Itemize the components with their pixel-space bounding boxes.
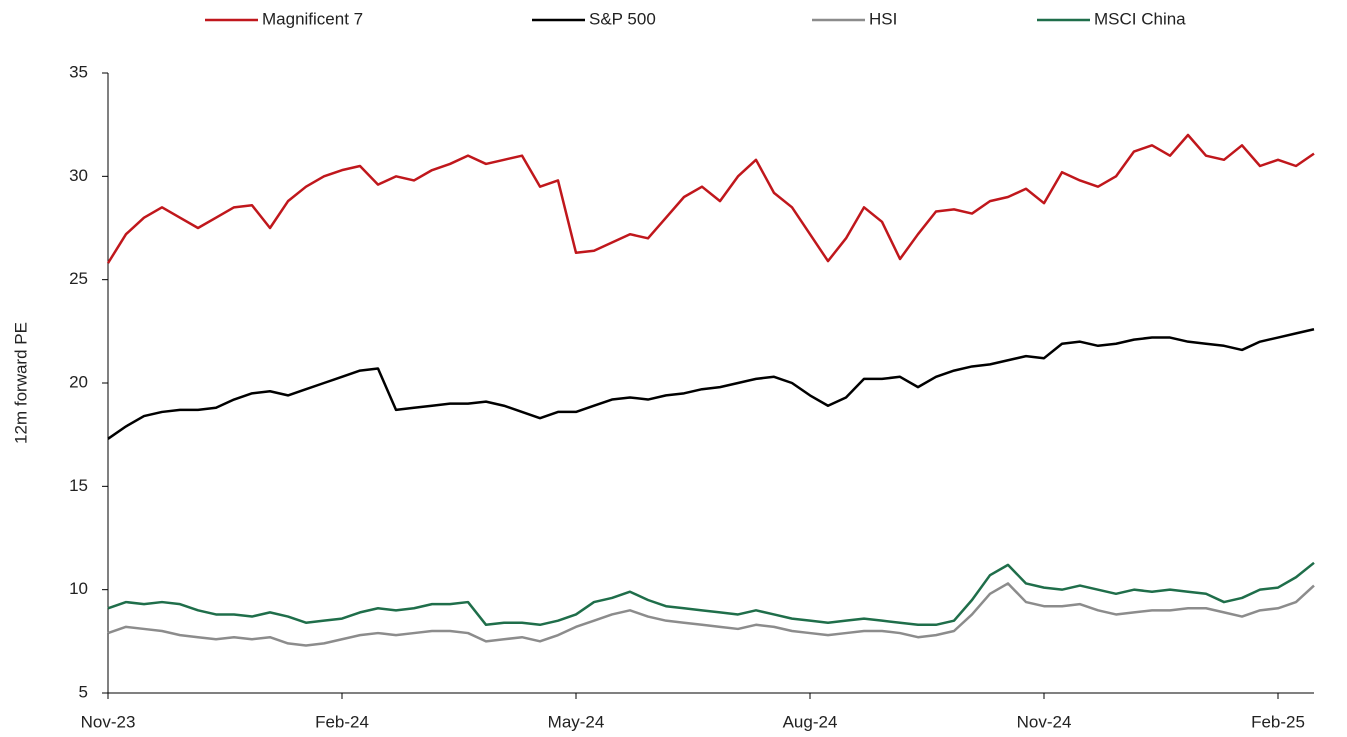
y-tick-label: 35	[69, 62, 88, 81]
legend-label: S&P 500	[589, 9, 656, 28]
y-axis-label: 12m forward PE	[11, 322, 30, 444]
legend-label: HSI	[869, 9, 897, 28]
x-tick-label: Feb-24	[315, 712, 369, 731]
x-tick-label: Aug-24	[783, 712, 838, 731]
series-line	[107, 561, 1315, 627]
y-tick-label: 15	[69, 476, 88, 495]
y-tick-label: 5	[79, 682, 88, 701]
series-line	[106, 133, 1315, 264]
x-tick-label: May-24	[548, 712, 605, 731]
series-line	[107, 582, 1315, 647]
x-tick-label: Feb-25	[1251, 712, 1305, 731]
y-tick-label: 20	[69, 372, 88, 391]
legend-label: Magnificent 7	[262, 9, 363, 28]
x-tick-label: Nov-23	[81, 712, 136, 731]
y-tick-label: 10	[69, 579, 88, 598]
y-tick-label: 30	[69, 166, 88, 185]
x-tick-label: Nov-24	[1017, 712, 1072, 731]
legend-label: MSCI China	[1094, 9, 1186, 28]
series-line	[107, 328, 1315, 440]
y-tick-label: 25	[69, 269, 88, 288]
